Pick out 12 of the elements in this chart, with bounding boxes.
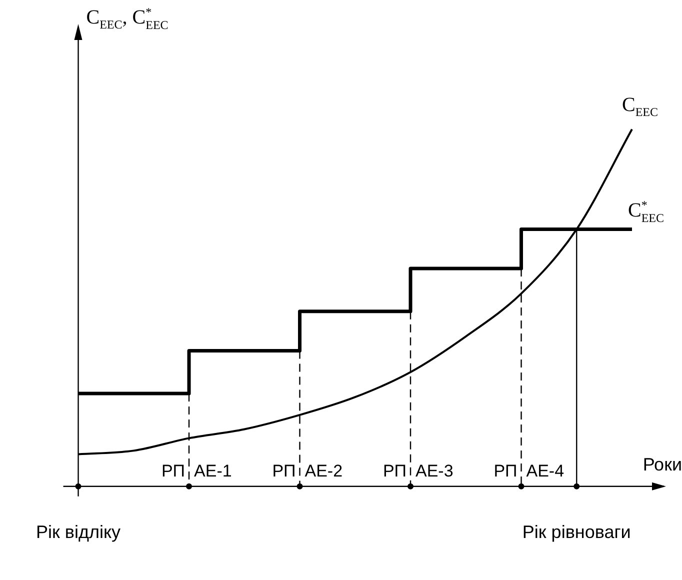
annotation: РП: [382, 461, 407, 480]
annotation: АЕ-4: [526, 461, 564, 480]
x-axis-title: Роки: [642, 454, 682, 474]
annotation: РП: [494, 461, 518, 480]
annotation: РП: [161, 461, 186, 480]
annotation: АЕ-1: [194, 461, 232, 480]
series-label: C$_{EEC}$: [622, 94, 658, 120]
x-tick-label: Рік рівноваги: [522, 522, 631, 542]
x-tick-label: Рік відліку: [36, 522, 121, 542]
annotation: АЕ-3: [416, 461, 454, 480]
annotation: РП: [272, 461, 296, 480]
annotation: АЕ-2: [304, 461, 343, 480]
